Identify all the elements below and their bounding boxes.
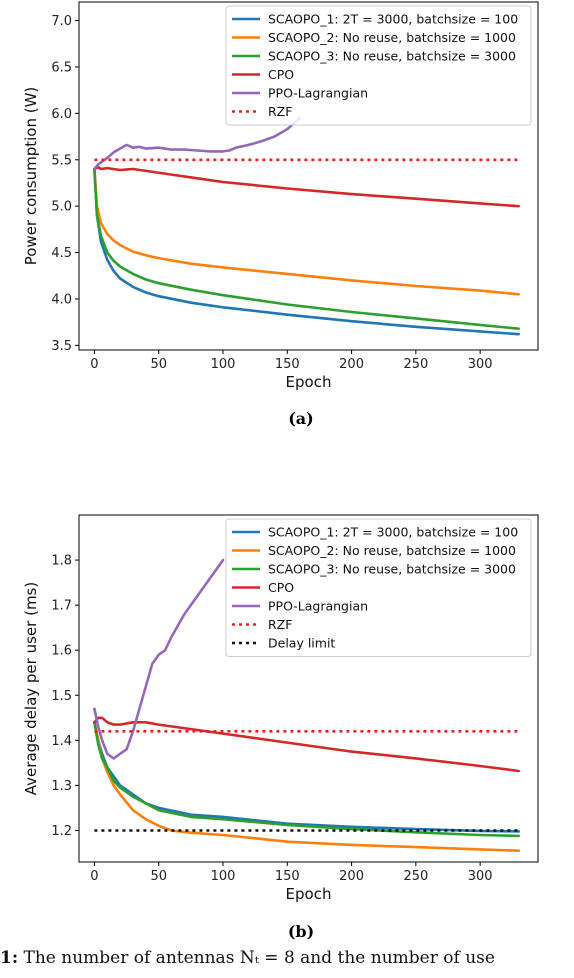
y-tick-label: 6.0 <box>51 107 72 122</box>
y-tick-label: 4.5 <box>51 246 72 261</box>
legend-box <box>225 5 532 126</box>
y-tick-label: 1.4 <box>51 734 72 749</box>
legend-entry-4: CPO <box>268 67 294 82</box>
y-tick-label: 5.5 <box>51 153 72 168</box>
legend-entry-4: CPO <box>268 580 294 595</box>
x-tick-label: 100 <box>211 357 236 372</box>
y-tick-label: 3.5 <box>51 339 72 354</box>
y-tick-label: 1.8 <box>51 554 72 569</box>
y-tick-label: 1.5 <box>51 689 72 704</box>
x-tick-label: 0 <box>90 357 98 372</box>
series-line-3 <box>93 167 521 331</box>
x-axis-label: Epoch <box>286 885 332 903</box>
legend: SCAOPO_1: 2T = 3000, batchsize = 100 SCAO… <box>225 518 532 657</box>
plot-frame <box>78 1 539 351</box>
x-tick-label: 50 <box>150 869 167 884</box>
legend-entry-7: Delay limit <box>268 636 335 651</box>
series-group <box>93 116 521 336</box>
x-tick-label: 250 <box>403 869 428 884</box>
legend-entry-1: SCAOPO_1: 2T = 3000, batchsize = 100 <box>268 525 518 540</box>
legend-entry-2: SCAOPO_2: No reuse, batchsize = 1000 <box>268 30 516 45</box>
y-tick-label: 7.0 <box>51 14 72 29</box>
legend-entry-2: SCAOPO_2: No reuse, batchsize = 1000 <box>268 543 516 558</box>
x-tick-label: 300 <box>468 869 493 884</box>
panel-label: (a) <box>288 409 314 428</box>
plot-frame <box>78 514 539 863</box>
series-line-2 <box>93 720 521 853</box>
figure-caption: 1: The number of antennas Nₜ = 8 and the… <box>0 948 574 968</box>
chart-panel-1: 0 50 100 150 200 250 300 3.5 4.0 4.5 5.0 5.5 6.0 6.5 7… <box>22 1 539 428</box>
panel-label: (b) <box>288 922 314 941</box>
x-tick-label: 150 <box>275 869 300 884</box>
series-line-1 <box>93 167 521 336</box>
caption-text: The number of antennas Nₜ = 8 and the nu… <box>18 948 495 968</box>
y-tick-label: 4.0 <box>51 292 72 307</box>
y-tick-label: 1.2 <box>51 824 72 839</box>
legend-entry-3: SCAOPO_3: No reuse, batchsize = 3000 <box>268 562 516 577</box>
y-axis-label: Average delay per user (ms) <box>22 582 40 795</box>
legend-entry-1: SCAOPO_1: 2T = 3000, batchsize = 100 <box>268 12 518 27</box>
x-axis-label: Epoch <box>286 373 332 391</box>
series-line-2 <box>93 167 521 296</box>
y-tick-label: 1.7 <box>51 599 72 614</box>
x-tick-label: 0 <box>90 869 98 884</box>
legend-box <box>225 518 532 657</box>
x-tick-label: 200 <box>339 357 364 372</box>
legend-entry-5: PPO-Lagrangian <box>268 86 368 101</box>
x-tick-label: 150 <box>275 357 300 372</box>
legend: SCAOPO_1: 2T = 3000, batchsize = 100 SCAO… <box>225 5 532 126</box>
x-tick-label: 200 <box>339 869 364 884</box>
legend-entry-3: SCAOPO_3: No reuse, batchsize = 3000 <box>268 49 516 64</box>
x-tick-label: 100 <box>211 869 236 884</box>
y-tick-label: 1.3 <box>51 779 72 794</box>
x-tick-label: 50 <box>150 357 167 372</box>
y-tick-label: 1.6 <box>51 644 72 659</box>
caption-prefix: 1: <box>0 948 19 968</box>
x-tick-label: 250 <box>403 357 428 372</box>
chart-panel-2: 0 50 100 150 200 250 300 1.2 1.3 1.4 1.5 1.6 1.7 1.8 E… <box>22 514 539 941</box>
series-group <box>93 558 521 853</box>
x-tick-label: 300 <box>468 357 493 372</box>
series-line-1 <box>93 720 521 833</box>
series-line-4 <box>93 165 521 208</box>
legend-entry-6: RZF <box>268 104 292 119</box>
series-line-4 <box>93 716 521 773</box>
legend-entry-6: RZF <box>268 617 292 632</box>
y-axis-label: Power consumption (W) <box>22 87 40 266</box>
series-line-5 <box>93 558 225 760</box>
y-tick-label: 6.5 <box>51 60 72 75</box>
y-tick-label: 5.0 <box>51 200 72 215</box>
series-line-5 <box>93 116 302 171</box>
legend-entry-5: PPO-Lagrangian <box>268 599 368 614</box>
series-line-3 <box>93 720 521 838</box>
